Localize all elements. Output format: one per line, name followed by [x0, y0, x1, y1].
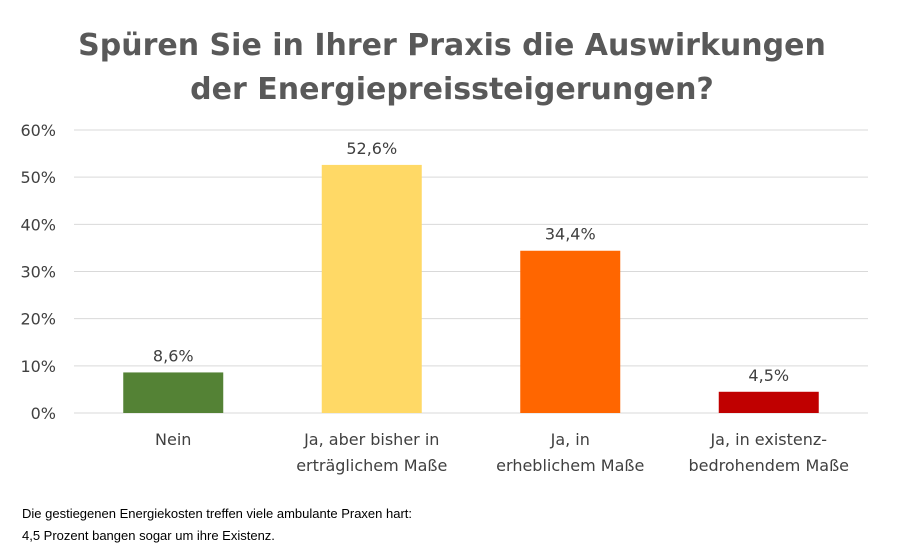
chart-title-line-1: Spüren Sie in Ihrer Praxis die Auswirkun…	[78, 28, 826, 63]
y-tick-label: 30%	[20, 263, 56, 282]
y-tick-label: 40%	[20, 215, 56, 234]
data-label: 8,6%	[153, 346, 194, 365]
y-tick-label: 20%	[20, 310, 56, 329]
caption-line-1: Die gestiegenen Energiekosten treffen vi…	[22, 506, 413, 521]
y-tick-label: 0%	[31, 404, 56, 423]
bar	[123, 372, 224, 413]
x-category-label: Ja, aber bisher in	[303, 430, 439, 449]
y-tick-label: 60%	[20, 121, 56, 140]
y-tick-label: 50%	[20, 168, 56, 187]
chart-title: Spüren Sie in Ihrer Praxis die Auswirkun…	[0, 24, 904, 112]
x-category-label: erheblichem Maße	[496, 456, 644, 475]
caption-line-2: 4,5 Prozent bangen sogar um ihre Existen…	[22, 528, 275, 543]
x-category-label: Nein	[155, 430, 191, 449]
bar-chart: 0% 10% 20% 30% 40% 50% 60% 8,6% Nein 52,6% Ja, abe…	[20, 121, 868, 475]
data-label: 34,4%	[545, 225, 596, 244]
x-category-label: erträglichem Maße	[296, 456, 447, 475]
bar	[718, 391, 819, 413]
chart-title-line-2: der Energiepreissteigerungen?	[190, 72, 714, 107]
data-label: 52,6%	[346, 139, 397, 158]
x-category-label: Ja, in existenz-	[709, 430, 827, 449]
x-category-label: Ja, in	[550, 430, 590, 449]
data-label: 4,5%	[748, 366, 789, 385]
x-category-label: bedrohendem Maße	[689, 456, 850, 475]
bar	[520, 250, 621, 413]
caption: Die gestiegenen Energiekosten treffen vi…	[22, 503, 412, 547]
bar	[321, 164, 422, 413]
y-tick-label: 10%	[20, 357, 56, 376]
